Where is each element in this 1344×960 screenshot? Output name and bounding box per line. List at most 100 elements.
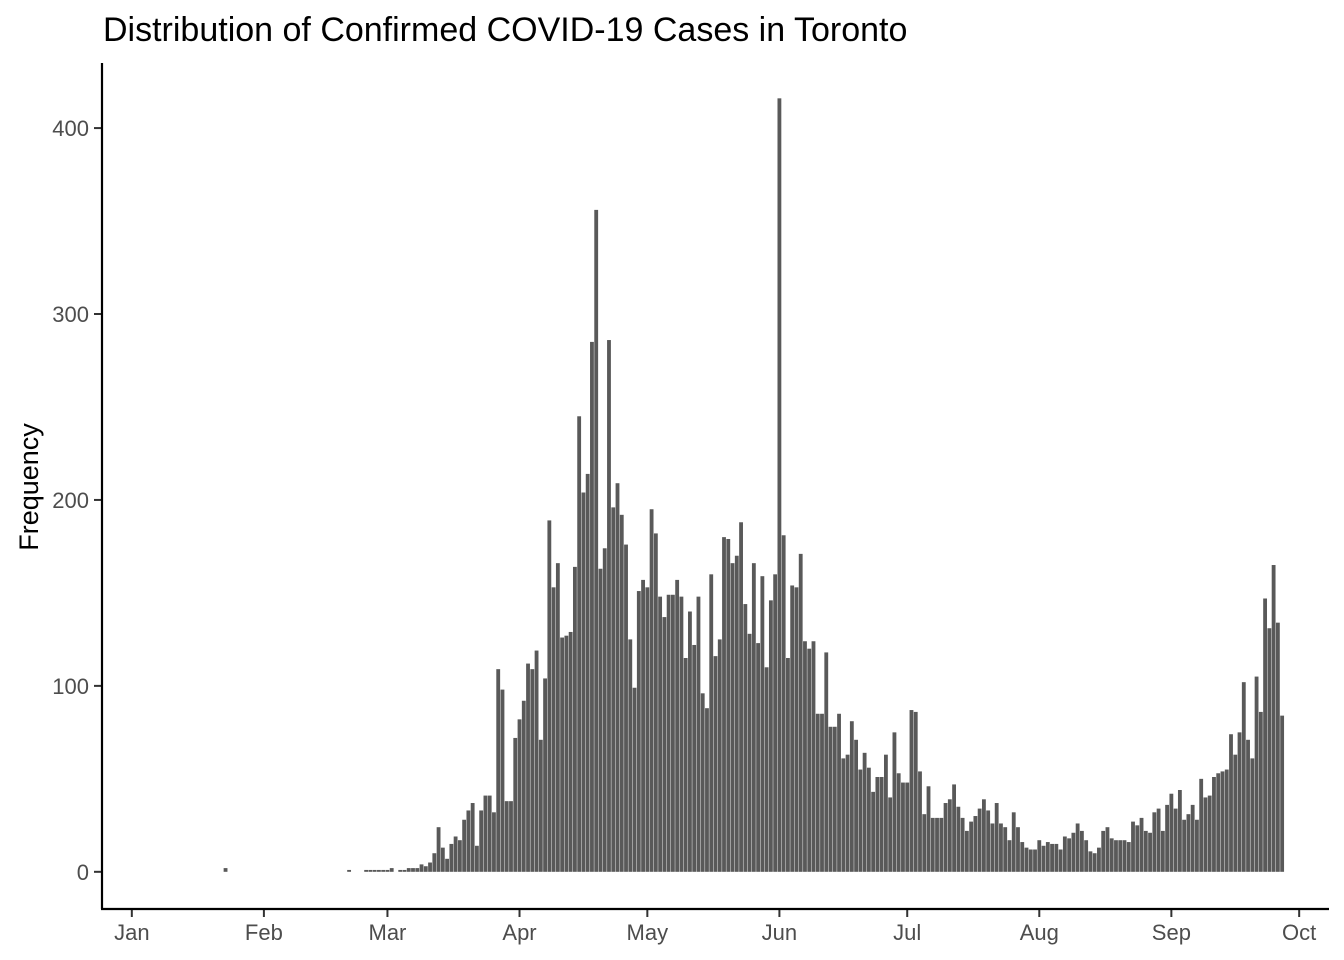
bar — [884, 754, 888, 872]
bar — [1088, 851, 1093, 872]
bar — [590, 341, 594, 872]
bar — [854, 739, 859, 872]
bar — [815, 713, 820, 872]
bar — [905, 782, 910, 872]
bar — [760, 576, 765, 872]
bar — [875, 776, 880, 872]
bar — [1007, 840, 1012, 872]
bar — [500, 689, 505, 872]
bar — [1135, 825, 1140, 872]
bar — [1216, 773, 1221, 872]
bar — [1237, 732, 1242, 872]
bar — [1229, 734, 1233, 872]
x-tick-label: Sep — [1152, 920, 1191, 945]
bar — [811, 641, 816, 872]
bar — [517, 719, 522, 872]
bar — [611, 507, 616, 872]
bar — [607, 340, 611, 872]
bar — [683, 657, 688, 872]
bar — [513, 737, 518, 872]
bar — [722, 537, 726, 872]
bar — [649, 509, 654, 872]
bar — [786, 657, 790, 872]
bar — [547, 520, 552, 872]
bar — [487, 795, 492, 872]
bar — [641, 579, 645, 872]
bar — [909, 710, 914, 872]
bar — [1143, 830, 1148, 872]
bar — [568, 631, 573, 872]
y-tick-label: 100 — [52, 674, 89, 699]
bar — [828, 726, 833, 872]
bar — [973, 816, 978, 872]
bar — [871, 791, 876, 872]
bar — [1165, 804, 1170, 872]
bar — [1011, 812, 1016, 872]
bar — [470, 803, 475, 872]
bar — [1131, 821, 1135, 872]
bar — [530, 669, 535, 872]
bar — [913, 711, 918, 872]
bar — [436, 827, 441, 872]
bar — [879, 776, 884, 872]
bars-group — [223, 98, 1285, 872]
bar — [730, 563, 735, 872]
bar — [824, 652, 829, 872]
x-tick-label: Jun — [762, 920, 797, 945]
bar — [1203, 797, 1208, 872]
bar — [385, 869, 390, 872]
bar — [977, 808, 982, 872]
bar — [696, 596, 701, 872]
bar — [1241, 682, 1246, 872]
bar — [849, 721, 854, 872]
y-tick-label: 200 — [52, 488, 89, 513]
bar — [1050, 843, 1054, 872]
bar — [1075, 823, 1080, 872]
bar — [969, 821, 974, 872]
bar — [598, 568, 603, 872]
bar — [377, 869, 381, 872]
bar — [964, 830, 969, 872]
bar — [1186, 814, 1191, 872]
x-tick-label: Apr — [502, 920, 536, 945]
bar — [551, 587, 556, 872]
bar — [534, 650, 539, 872]
bar — [1067, 838, 1072, 872]
bar — [572, 566, 577, 872]
bar — [1118, 840, 1123, 872]
bar — [564, 635, 569, 872]
bar — [1263, 598, 1268, 872]
bar — [892, 732, 897, 872]
bar — [747, 633, 752, 872]
bar — [820, 713, 824, 872]
bar — [1280, 715, 1285, 872]
bar — [453, 836, 458, 872]
bar — [1177, 790, 1182, 872]
x-tick-label: May — [627, 920, 669, 945]
bar — [389, 868, 394, 872]
bar — [709, 574, 714, 872]
bar — [688, 611, 692, 872]
bar — [1097, 847, 1101, 872]
bar — [428, 862, 432, 872]
x-tick-label: Mar — [369, 920, 407, 945]
bar — [1173, 808, 1178, 872]
bar — [419, 864, 424, 872]
bar — [726, 538, 731, 872]
bar — [918, 771, 922, 872]
bar — [1207, 795, 1212, 872]
bar — [1092, 853, 1097, 872]
bar — [1126, 842, 1131, 872]
y-tick-label: 0 — [77, 860, 89, 885]
bar — [777, 98, 782, 872]
bar — [1169, 793, 1174, 872]
bar — [1024, 847, 1029, 872]
bar — [560, 637, 565, 872]
bar — [1071, 832, 1076, 872]
bar — [415, 868, 420, 872]
bar — [466, 810, 471, 872]
bar — [1258, 711, 1263, 872]
y-axis-title: Frequency — [14, 423, 44, 551]
bar — [960, 817, 965, 872]
